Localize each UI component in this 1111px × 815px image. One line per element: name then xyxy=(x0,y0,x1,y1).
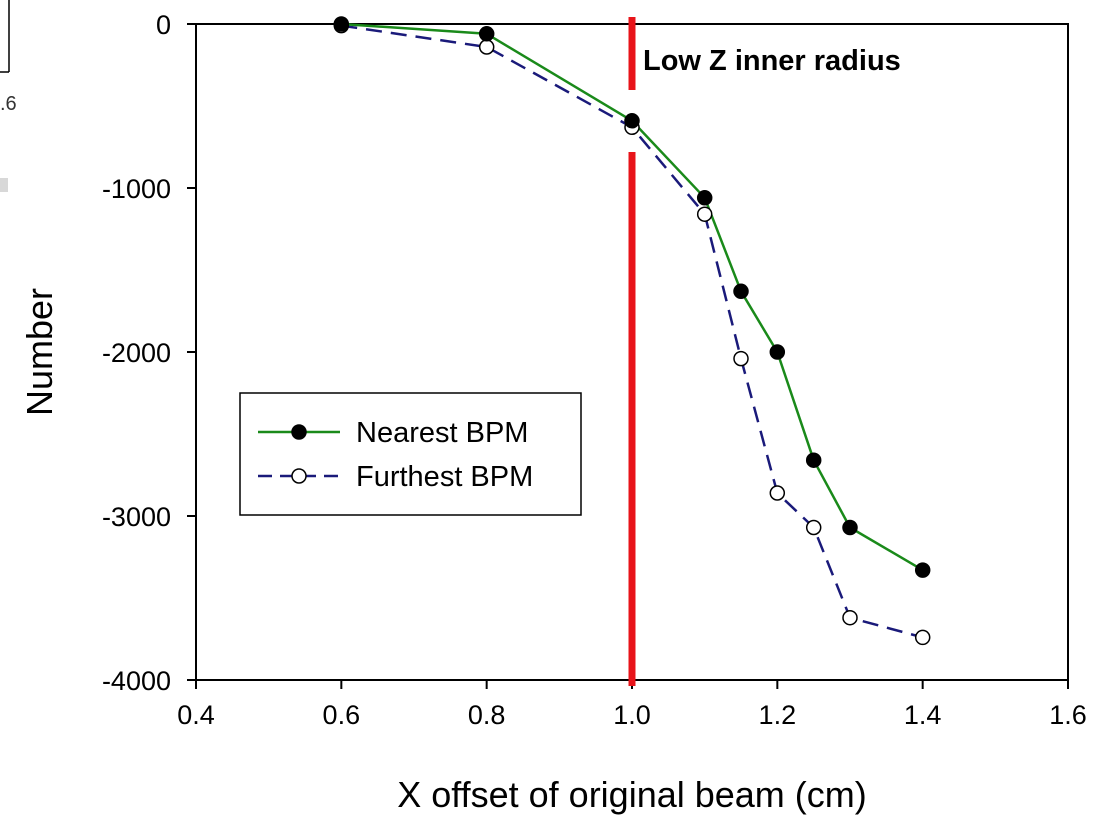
data-point-nearest xyxy=(733,283,749,300)
y-tick-label: -2000 xyxy=(102,338,171,368)
x-tick-label: 0.4 xyxy=(177,700,215,730)
x-tick-label: 1.4 xyxy=(904,700,942,730)
legend-label-furthest: Furthest BPM xyxy=(356,461,533,493)
data-point-nearest xyxy=(805,452,822,468)
x-axis-title: X offset of original beam (cm) xyxy=(397,774,867,815)
legend: Nearest BPM Furthest BPM xyxy=(239,392,582,516)
y-tick-label: 0 xyxy=(156,10,171,40)
data-point-furthest xyxy=(733,350,749,367)
data-point-nearest xyxy=(624,113,640,129)
legend-label-nearest: Nearest BPM xyxy=(356,417,528,449)
data-point-nearest xyxy=(478,26,495,42)
inset-gray-patch xyxy=(0,178,8,192)
legend-marker-furthest xyxy=(291,468,307,484)
x-tick-label: 1.6 xyxy=(1049,700,1087,730)
series-layer xyxy=(333,16,931,646)
y-tick-label: -4000 xyxy=(102,666,171,696)
x-axis: 0.4 0.6 0.8 1.0 1.2 1.4 1.6 xyxy=(177,680,1087,730)
data-point-nearest xyxy=(333,16,350,32)
data-point-nearest xyxy=(842,519,858,536)
y-tick-label: -3000 xyxy=(102,502,171,532)
x-tick-label: 1.0 xyxy=(613,700,651,730)
data-point-nearest xyxy=(696,190,713,206)
data-point-furthest xyxy=(769,485,786,501)
inset-tick-label: .6 xyxy=(0,93,17,115)
data-point-nearest xyxy=(769,344,786,360)
y-axis: 0 -1000 -2000 -3000 -4000 xyxy=(102,10,196,696)
y-tick-label: -1000 xyxy=(102,174,171,204)
data-point-nearest xyxy=(914,562,931,578)
inset-fragment: .6 xyxy=(0,0,17,192)
x-tick-label: 0.8 xyxy=(468,700,506,730)
y-axis-title: Number xyxy=(19,288,60,416)
x-tick-label: 1.2 xyxy=(759,700,797,730)
data-point-furthest xyxy=(478,39,495,55)
annotation-label: Low Z inner radius xyxy=(643,45,901,77)
x-tick-label: 0.6 xyxy=(323,700,361,730)
data-point-furthest xyxy=(696,206,713,222)
legend-box xyxy=(239,392,582,516)
data-point-furthest xyxy=(914,629,931,646)
data-point-furthest xyxy=(805,519,822,536)
data-point-furthest xyxy=(842,609,858,626)
legend-marker-nearest xyxy=(291,424,307,440)
